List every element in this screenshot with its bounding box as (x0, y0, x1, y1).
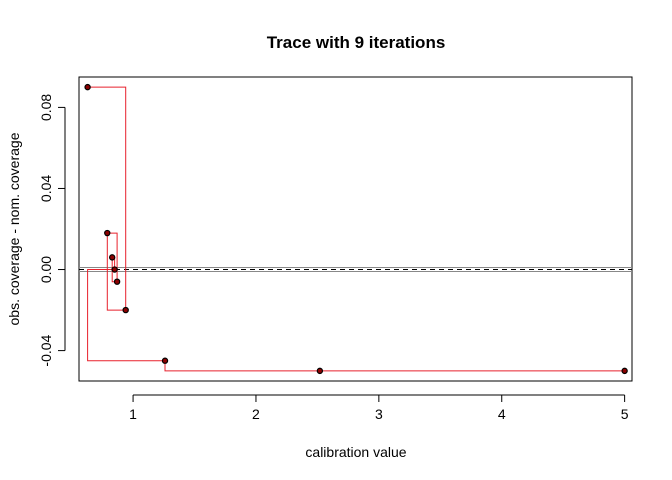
x-tick-label-0: 1 (129, 406, 137, 422)
plot-frame (78, 76, 633, 382)
data-point-6 (122, 306, 129, 314)
reference-lines (79, 267, 632, 273)
data-point-4 (111, 266, 118, 273)
y-tick-label-0: -0.04 (38, 334, 54, 366)
y-axis-label: obs. coverage - nom. coverage (6, 132, 22, 325)
data-points (84, 83, 628, 375)
step-trace (87, 86, 625, 372)
y-tick-label-3: 0.08 (38, 94, 54, 121)
trace-line (87, 86, 625, 372)
data-point-8 (316, 367, 324, 375)
data-point-9 (621, 367, 628, 375)
x-axis: 1 2 3 4 5 (129, 394, 629, 422)
y-tick-label-2: 0.04 (38, 175, 54, 202)
data-point-5 (113, 278, 121, 285)
y-axis: -0.04 0.00 0.04 0.08 (38, 94, 66, 367)
x-tick-label-2: 3 (375, 406, 383, 422)
data-point-2 (104, 229, 111, 237)
data-point-1 (84, 83, 91, 91)
chart-title: Trace with 9 iterations (267, 33, 446, 52)
x-tick-label-3: 4 (498, 406, 506, 422)
data-point-3 (108, 254, 116, 261)
x-tick-label-1: 2 (252, 406, 260, 422)
y-tick-label-1: 0.00 (38, 256, 54, 283)
x-tick-label-4: 5 (621, 406, 629, 422)
data-point-7 (161, 357, 169, 364)
x-axis-label: calibration value (305, 444, 406, 460)
